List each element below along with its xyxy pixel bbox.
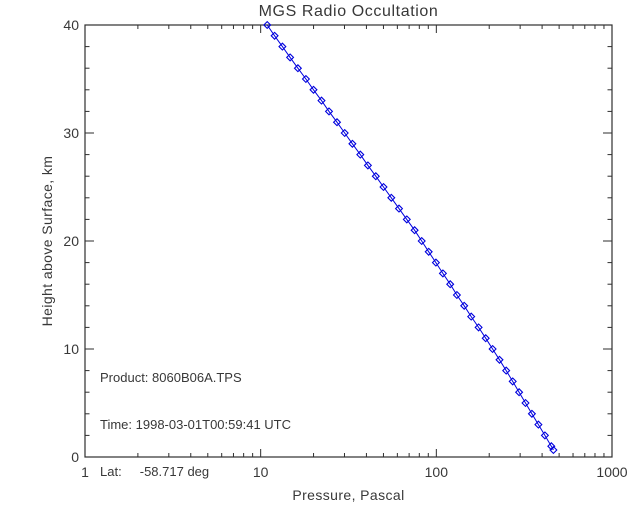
- diamond-marker: [348, 139, 357, 148]
- diamond-marker: [301, 74, 311, 84]
- diamond-marker: [502, 366, 511, 375]
- diamond-marker: [263, 20, 272, 30]
- x-tick-label: 1000: [596, 464, 628, 480]
- diamond-marker: [521, 398, 530, 408]
- diamond-marker: [394, 204, 404, 213]
- diamond-marker: [324, 107, 334, 116]
- x-axis-title: Pressure, Pascal: [292, 487, 405, 503]
- annotation-block: Product: 8060B06A.TPS Time: 1998-03-01T0…: [100, 339, 291, 512]
- diamond-marker: [278, 42, 287, 51]
- diamond-marker: [424, 247, 433, 256]
- diamond-marker: [467, 312, 476, 321]
- diamond-marker: [402, 215, 411, 224]
- diamond-marker: [410, 226, 419, 235]
- y-tick-label: 10: [63, 341, 79, 357]
- diamond-marker: [270, 31, 279, 40]
- diamond-marker: [547, 442, 556, 451]
- diamond-marker: [495, 355, 504, 364]
- diamond-marker: [488, 344, 497, 354]
- diamond-marker: [340, 128, 349, 138]
- x-tick-label: 100: [424, 464, 449, 480]
- diamond-marker: [356, 150, 365, 159]
- y-tick-label: 20: [63, 233, 79, 249]
- diamond-marker: [540, 431, 550, 440]
- diamond-marker: [534, 420, 543, 429]
- diamond-marker: [549, 445, 558, 455]
- annotation-line-product: Product: 8060B06A.TPS: [100, 370, 242, 386]
- diamond-marker: [293, 64, 303, 73]
- diamond-marker: [508, 377, 517, 386]
- diamond-marker: [379, 182, 388, 192]
- diamond-marker: [481, 334, 490, 343]
- y-tick-label: 30: [63, 125, 79, 141]
- diamond-marker: [309, 85, 318, 94]
- y-tick-label: 40: [63, 17, 79, 33]
- diamond-marker: [431, 258, 441, 267]
- x-tick-label: 1: [81, 464, 89, 480]
- diamond-marker: [371, 172, 380, 181]
- x-tick-label: 10: [252, 464, 269, 480]
- diamond-marker: [332, 118, 342, 127]
- diamond-marker: [285, 53, 295, 62]
- annotation-line-elon: E Lon: 344.074 deg: [100, 511, 291, 512]
- diamond-marker: [514, 388, 524, 397]
- annotation-line-lat: Lat: -58.717 deg: [100, 463, 210, 479]
- diamond-marker: [387, 193, 396, 202]
- diamond-marker: [363, 161, 373, 170]
- annotation-line-time: Time: 1998-03-01T00:59:41 UTC: [100, 416, 292, 432]
- y-tick-label: 0: [71, 449, 79, 465]
- diamond-marker: [452, 290, 462, 300]
- chart-title: MGS Radio Occultation: [258, 3, 439, 20]
- profile-line: [266, 24, 554, 451]
- diamond-marker: [460, 301, 469, 310]
- diamond-marker: [474, 323, 483, 332]
- diamond-marker: [527, 409, 537, 418]
- diamond-marker: [417, 236, 426, 246]
- diamond-marker: [438, 269, 448, 278]
- diamond-marker: [446, 280, 455, 289]
- diamond-marker: [317, 96, 326, 105]
